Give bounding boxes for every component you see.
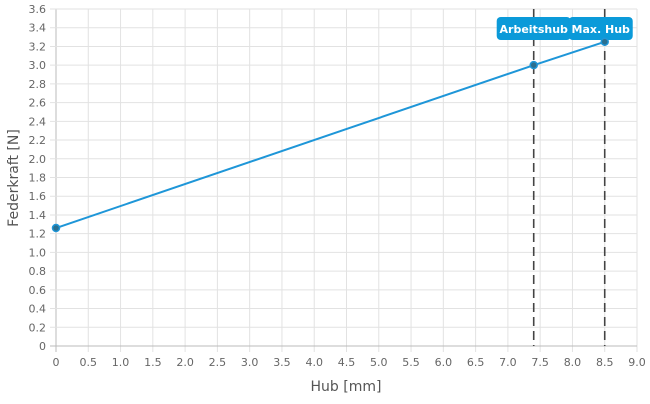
x-tick-label: 0 (53, 356, 60, 369)
annotations: Arbeitshub Max. Hub (496, 9, 633, 346)
series-line (55, 40, 606, 229)
x-tick-label: 3.0 (241, 356, 259, 369)
data-point (600, 37, 609, 47)
y-tick-label: 0.4 (29, 303, 47, 316)
x-tick-label: 7.5 (531, 356, 549, 369)
series (51, 37, 609, 233)
y-tick-label: 1.4 (29, 209, 47, 222)
x-tick-label: 6.5 (467, 356, 485, 369)
grid (50, 8, 638, 352)
y-tick-label: 0.2 (29, 321, 47, 334)
y-tick-label: 2.2 (29, 134, 47, 147)
y-axis-label: Federkraft [N] (6, 129, 22, 227)
y-tick-label: 0.8 (29, 265, 47, 278)
x-tick-label: 5.5 (402, 356, 420, 369)
y-tick-label: 3.4 (29, 22, 47, 35)
y-tick-label: 3.6 (29, 3, 47, 16)
y-tick-label: 1.2 (29, 228, 47, 241)
y-tick-label: 1.6 (29, 190, 47, 203)
x-tick-label: 2.0 (176, 356, 194, 369)
y-tick-label: 0.6 (29, 284, 47, 297)
x-tick-label: 5.0 (370, 356, 388, 369)
annotation-label: Max. Hub (572, 23, 631, 36)
y-tick-label: 0 (39, 340, 46, 353)
y-tick-label: 1.8 (29, 172, 47, 185)
x-axis-label: Hub [mm] (311, 379, 382, 395)
x-axis-ticks: 0 0.5 1.0 1.5 2.0 2.5 3.0 3.5 4.0 4.5 5.0 5.5 6.0 6.5… (53, 356, 646, 369)
x-tick-label: 7.0 (499, 356, 517, 369)
x-tick-label: 8.5 (596, 356, 614, 369)
y-tick-label: 2.8 (29, 78, 47, 91)
x-tick-label: 2.5 (209, 356, 227, 369)
x-tick-label: 1.0 (112, 356, 130, 369)
y-tick-label: 2.6 (29, 97, 47, 110)
x-tick-label: 4.0 (305, 356, 323, 369)
x-tick-label: 9.0 (628, 356, 646, 369)
data-point (51, 223, 61, 233)
y-tick-label: 2.4 (29, 115, 47, 128)
y-tick-label: 1.0 (29, 246, 47, 259)
annotation-label-box (496, 17, 571, 40)
x-tick-label: 8.0 (564, 356, 582, 369)
y-axis-ticks: 0 0.2 0.4 0.6 0.8 1.0 1.2 1.4 1.6 1.8 2.0 2.2 2.4 2.6… (29, 3, 47, 353)
x-tick-label: 6.0 (435, 356, 453, 369)
data-point (529, 60, 538, 70)
y-tick-label: 2.0 (29, 153, 47, 166)
x-tick-label: 4.5 (338, 356, 356, 369)
x-tick-label: 0.5 (80, 356, 98, 369)
annotation-label-box (568, 17, 633, 40)
y-tick-label: 3.2 (29, 40, 47, 53)
annotation-label: Arbeitshub (500, 23, 569, 36)
x-tick-label: 3.5 (273, 356, 291, 369)
x-tick-label: 1.5 (144, 356, 162, 369)
y-tick-label: 3.0 (29, 59, 47, 72)
